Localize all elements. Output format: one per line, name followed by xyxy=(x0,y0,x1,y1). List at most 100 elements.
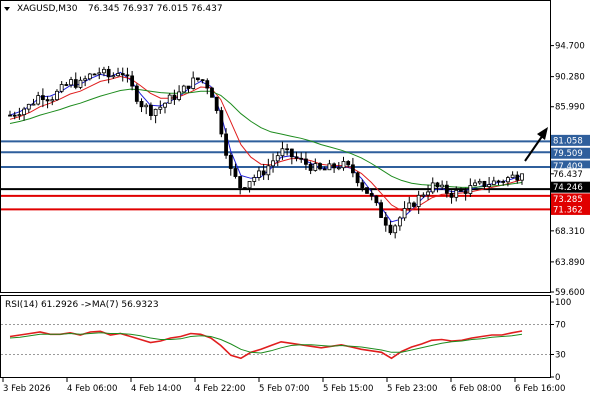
candle-body xyxy=(257,170,261,178)
price-tag-label: 71.362 xyxy=(553,205,583,215)
candle-body xyxy=(336,167,341,170)
candle-body xyxy=(365,187,369,194)
candle-body xyxy=(158,106,163,110)
rsi-axis: 100 70 30 0 xyxy=(550,298,571,383)
candle-body xyxy=(144,104,149,108)
time-tick-label: 4 Feb 22:00 xyxy=(195,384,245,394)
time-tick-label: 6 Feb 16:00 xyxy=(515,384,565,394)
candle-body xyxy=(510,174,515,179)
candle-body xyxy=(50,99,55,102)
candle-body xyxy=(120,73,125,76)
candle-body xyxy=(228,154,233,169)
candle-body xyxy=(355,172,360,184)
candle-body xyxy=(87,73,92,80)
ohlc-label: 76.345 76.937 76.015 76.437 xyxy=(88,4,223,14)
candle-body xyxy=(45,99,50,102)
rsi-guide-lines xyxy=(1,324,550,355)
candle-body xyxy=(313,163,318,171)
candle-body xyxy=(294,156,299,159)
candle-body xyxy=(31,103,36,106)
candle-body xyxy=(520,173,524,181)
candle-body xyxy=(205,80,210,89)
candle-body xyxy=(430,182,435,193)
candle-body xyxy=(22,108,26,116)
candle-body xyxy=(327,163,332,171)
price-tag-label: 81.058 xyxy=(553,136,583,146)
candle-body xyxy=(379,202,383,218)
candle-body xyxy=(64,84,69,86)
price-tag-label: 79.509 xyxy=(553,149,583,159)
candle-body xyxy=(242,187,247,189)
candle-body xyxy=(369,193,374,197)
price-tag xyxy=(551,147,590,159)
candle-body xyxy=(111,75,116,78)
candle-body xyxy=(421,194,426,197)
rsi-lines xyxy=(9,330,523,360)
candle-body xyxy=(163,102,167,108)
candle-body xyxy=(496,180,501,183)
candle-body xyxy=(435,182,440,188)
candle-body xyxy=(261,170,266,176)
time-tick-label: 4 Feb 06:00 xyxy=(67,384,117,394)
price-tag-label: 74.246 xyxy=(553,183,583,193)
candle-body xyxy=(12,114,17,117)
candle-body xyxy=(177,91,182,100)
candle-body xyxy=(487,184,492,187)
candle-body xyxy=(454,189,459,198)
candle-body xyxy=(40,95,45,101)
candle-body xyxy=(134,85,139,102)
rsi-tick-label: 30 xyxy=(555,351,566,361)
candle-body xyxy=(210,87,214,98)
rsi-panel-frame xyxy=(0,295,551,378)
candle-body xyxy=(78,79,83,88)
candle-body xyxy=(36,95,41,105)
candle-body xyxy=(69,79,73,86)
forecast-arrow xyxy=(524,127,548,162)
candle-body xyxy=(468,185,473,194)
candle-body xyxy=(214,96,219,111)
candle-body xyxy=(55,90,59,101)
candle-body xyxy=(280,148,285,157)
candle-body xyxy=(275,155,280,162)
candle-body xyxy=(412,202,416,207)
price-tick-label: 85.990 xyxy=(555,103,585,113)
price-tag xyxy=(551,160,590,172)
candle-body xyxy=(233,168,238,177)
candle-body xyxy=(26,103,31,110)
candle-body xyxy=(383,217,388,226)
candle-body xyxy=(350,164,355,174)
price-tick-label: 68.310 xyxy=(555,227,585,237)
candle-body xyxy=(106,68,111,78)
horizontal-levels xyxy=(1,140,550,211)
price-tick-label: 63.890 xyxy=(555,258,585,268)
candle-body xyxy=(506,177,510,183)
candle-body xyxy=(125,74,130,77)
time-axis: 3 Feb 2026 4 Feb 06:00 4 Feb 14:00 4 Feb 22… xyxy=(2,378,565,394)
rsi-tick-label: 70 xyxy=(555,321,566,331)
candle-body xyxy=(426,191,430,196)
moving-averages xyxy=(9,71,523,223)
price-tag xyxy=(551,203,590,215)
candle-body xyxy=(59,84,64,92)
candle-body xyxy=(482,180,487,187)
candle-body xyxy=(449,192,454,198)
price-tick-label: 94.700 xyxy=(555,42,585,52)
candle-body xyxy=(219,110,224,135)
candle-body xyxy=(238,176,243,188)
candle-body xyxy=(322,168,327,171)
candle-body xyxy=(8,114,12,117)
candle-body xyxy=(97,72,102,75)
rsi-tick-label: 0 xyxy=(555,373,560,383)
candle-body xyxy=(491,180,496,185)
candle-body xyxy=(116,73,120,77)
candle-body xyxy=(463,190,468,194)
candle-body xyxy=(200,79,205,82)
time-tick-label: 5 Feb 23:00 xyxy=(387,384,437,394)
price-axis: 94.700 90.280 85.990 68.310 63.890 59.600 xyxy=(550,42,585,298)
candle-body xyxy=(416,194,421,207)
candle-body xyxy=(440,184,445,188)
candle-body xyxy=(92,73,97,76)
chart-menu-icon[interactable] xyxy=(4,7,10,11)
